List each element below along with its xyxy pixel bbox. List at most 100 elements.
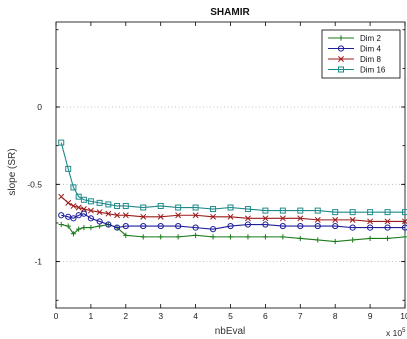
data-point <box>80 210 88 217</box>
data-point <box>279 207 286 214</box>
data-point <box>157 202 164 209</box>
legend-marker <box>338 56 344 62</box>
data-point <box>279 222 286 230</box>
x-tick-label: 10 <box>400 311 407 321</box>
data-point <box>367 218 374 225</box>
data-point <box>96 209 103 216</box>
x-tick-label: 9 <box>368 311 373 321</box>
data-point <box>114 202 121 209</box>
legend-item: Dim 8 <box>328 55 381 64</box>
data-point <box>58 212 65 219</box>
data-point <box>87 215 95 222</box>
data-point <box>175 234 181 240</box>
series-dim-16 <box>58 139 407 216</box>
data-point <box>70 203 77 209</box>
data-point <box>175 222 182 230</box>
data-point <box>297 215 304 222</box>
data-point <box>65 199 72 206</box>
data-point <box>122 202 129 209</box>
data-point <box>332 216 339 223</box>
grid <box>56 106 405 263</box>
data-point <box>244 221 252 228</box>
data-point <box>157 213 164 220</box>
legend-label: Dim 8 <box>360 55 381 64</box>
series-dim-2 <box>58 221 407 245</box>
data-point <box>193 232 199 238</box>
legend-marker <box>338 35 344 41</box>
data-point <box>244 215 251 222</box>
data-point <box>332 209 339 216</box>
data-point <box>80 206 87 213</box>
data-point <box>81 225 87 231</box>
data-point <box>314 222 321 230</box>
data-point <box>157 222 164 230</box>
data-point <box>58 193 65 200</box>
data-point <box>70 215 77 222</box>
data-point <box>297 207 304 214</box>
data-point <box>192 204 199 211</box>
data-point <box>314 216 321 223</box>
data-point <box>158 234 164 240</box>
data-point <box>402 234 407 240</box>
data-point <box>280 234 286 240</box>
data-point <box>244 206 251 213</box>
data-point <box>123 232 129 238</box>
data-point <box>279 215 286 222</box>
data-point <box>402 209 407 216</box>
data-point <box>332 222 339 230</box>
series-line <box>60 196 405 222</box>
data-point <box>227 204 234 211</box>
series-line <box>60 142 405 213</box>
data-point <box>175 204 182 211</box>
data-point <box>210 206 217 213</box>
data-point <box>384 209 391 216</box>
data-point <box>349 224 356 231</box>
data-point <box>314 207 321 214</box>
data-point <box>209 226 217 233</box>
data-point <box>367 235 373 242</box>
data-point <box>140 204 147 211</box>
y-axis-label: slope (SR) <box>7 148 18 195</box>
series-dim-8 <box>58 193 407 225</box>
data-point <box>87 198 94 205</box>
data-point <box>367 224 374 231</box>
data-point <box>210 234 216 240</box>
data-point <box>349 216 356 223</box>
y-tick-label: -1 <box>34 257 42 267</box>
data-point <box>105 210 112 217</box>
x-tick-label: 2 <box>123 311 128 321</box>
data-point <box>140 213 147 220</box>
data-point <box>262 215 269 222</box>
data-point <box>80 196 87 203</box>
data-point <box>262 207 269 214</box>
data-point <box>192 224 199 231</box>
legend-marker <box>337 45 345 52</box>
x-multiplier-label: x 105 <box>386 328 406 338</box>
data-point <box>227 234 234 240</box>
data-point <box>105 221 112 228</box>
data-point <box>70 231 77 237</box>
legend-marker <box>338 66 344 73</box>
series-layer <box>58 139 407 245</box>
legend-label: Dim 4 <box>360 45 381 54</box>
data-point <box>140 222 147 230</box>
data-point <box>70 184 77 191</box>
data-point <box>315 237 321 243</box>
data-point <box>65 165 72 172</box>
data-point <box>227 222 234 230</box>
data-point <box>262 234 268 240</box>
y-tick-label: 0 <box>37 102 42 112</box>
data-point <box>350 237 356 243</box>
x-tick-label: 3 <box>158 311 163 321</box>
data-point <box>262 221 269 228</box>
data-point <box>88 225 94 231</box>
data-point <box>384 224 391 231</box>
data-point <box>122 212 129 219</box>
data-point <box>87 207 94 214</box>
data-point <box>76 226 82 232</box>
series-dim-4 <box>58 210 407 233</box>
legend-item: Dim 2 <box>328 34 381 43</box>
data-point <box>140 234 146 240</box>
x-tick-label: 6 <box>263 311 268 321</box>
